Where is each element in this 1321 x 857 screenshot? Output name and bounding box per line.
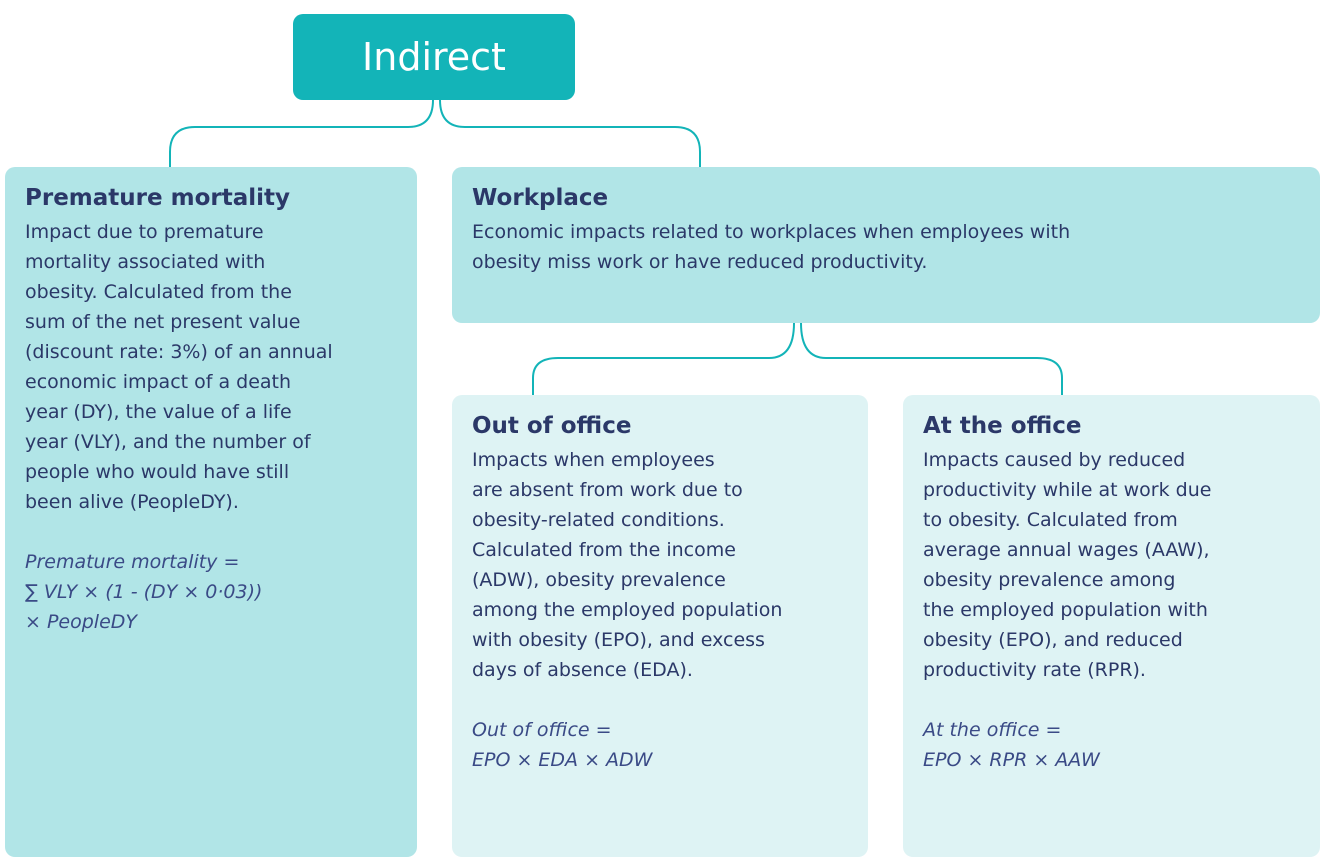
node: Premature mortality Impact due to prematu… bbox=[5, 167, 417, 857]
description-line: productivity rate (RPR). bbox=[923, 659, 1146, 681]
description-line: with obesity (EPO), and excess bbox=[472, 629, 765, 651]
description-line: Impact due to premature bbox=[25, 221, 264, 243]
description-line: Calculated from the income bbox=[472, 539, 736, 561]
node-title: At the office bbox=[923, 413, 1082, 439]
description-line: mortality associated with bbox=[25, 251, 266, 273]
formula-line: × PeopleDY bbox=[25, 611, 137, 633]
description-line: been alive (PeopleDY). bbox=[25, 491, 239, 513]
description-line: Economic impacts related to workplaces w… bbox=[472, 221, 1071, 243]
description-line: Impacts when employees bbox=[472, 449, 715, 471]
description-line: average annual wages (AAW), bbox=[923, 539, 1210, 561]
brace bbox=[439, 99, 701, 167]
description-line: days of absence (EDA). bbox=[472, 659, 693, 681]
formula-line: Out of office = bbox=[472, 719, 612, 741]
description-line: obesity. Calculated from the bbox=[25, 281, 292, 303]
node-title: Workplace bbox=[472, 185, 609, 211]
description-line: obesity prevalence among bbox=[923, 569, 1176, 591]
description-line: sum of the net present value bbox=[25, 311, 301, 333]
description-line: Impacts caused by reduced bbox=[923, 449, 1186, 471]
formula-line: ∑ VLY × (1 - (DY × 0·03)) bbox=[25, 581, 263, 603]
node: Out of office Impacts when employees are a… bbox=[452, 395, 868, 857]
brace bbox=[532, 322, 795, 395]
description-line: to obesity. Calculated from bbox=[923, 509, 1178, 531]
description-line: obesity (EPO), and reduced bbox=[923, 629, 1183, 651]
description-line: among the employed population bbox=[472, 599, 783, 621]
description-line: are absent from work due to bbox=[472, 479, 743, 501]
formula-line: Premature mortality = bbox=[25, 551, 240, 573]
formula: Premature mortality = ∑ VLY × (1 - (DY × … bbox=[25, 547, 397, 637]
description-line: economic impact of a death bbox=[25, 371, 292, 393]
description-line: people who would have still bbox=[25, 461, 290, 483]
description-line: year (DY), the value of a life bbox=[25, 401, 292, 423]
brace bbox=[169, 99, 434, 167]
description-line: productivity while at work due bbox=[923, 479, 1212, 501]
node-title: Premature mortality bbox=[25, 185, 290, 211]
formula-line: EPO × RPR × AAW bbox=[923, 749, 1100, 771]
node-title: Out of office bbox=[472, 413, 632, 439]
formula-line: EPO × EDA × ADW bbox=[472, 749, 653, 771]
description-line: obesity-related conditions. bbox=[472, 509, 725, 531]
formula: At the office = EPO × RPR × AAW bbox=[923, 715, 1300, 775]
description-line: (ADW), obesity prevalence bbox=[472, 569, 726, 591]
description-line: year (VLY), and the number of bbox=[25, 431, 311, 453]
description-line: (discount rate: 3%) of an annual bbox=[25, 341, 333, 363]
description-line: obesity miss work or have reduced produc… bbox=[472, 251, 928, 273]
node: Workplace Economic impacts related to wor… bbox=[452, 167, 1320, 323]
brace bbox=[800, 322, 1063, 395]
formula: Out of office = EPO × EDA × ADW bbox=[472, 715, 848, 775]
description-line: the employed population with bbox=[923, 599, 1208, 621]
node: At the office Impacts caused by reduced pr… bbox=[903, 395, 1320, 857]
root-label: Indirect bbox=[362, 35, 506, 79]
formula-line: At the office = bbox=[923, 719, 1062, 741]
root-node: Indirect bbox=[293, 14, 575, 100]
